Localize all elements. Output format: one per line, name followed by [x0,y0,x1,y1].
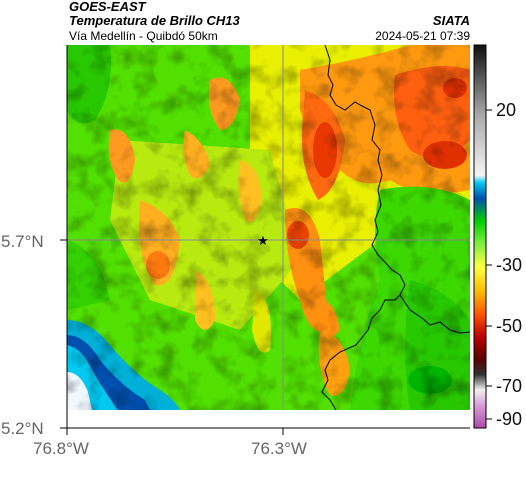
grid-lines [67,45,470,410]
star-marker-icon: ★ [257,234,269,249]
plot-frame [60,45,470,435]
datetime-label: 2024-05-21 07:39 [375,29,470,43]
region-subtitle: Vía Medellín - Quibdó 50km [69,29,218,43]
colorbar-tick-minus90: -90 [496,409,523,429]
lat-label-5-7: 5.7°N [1,232,44,251]
colorbar-tick-20: 20 [496,100,517,120]
colorbar-tick-minus30: -30 [496,255,523,275]
source-title: GOES-EAST [69,0,146,14]
lat-label-5-2: 5.2°N [1,419,44,438]
colorbar-tick-minus70: -70 [496,376,523,396]
borders [321,45,470,410]
colorbar [473,44,492,429]
lon-label-76-3: 76.3°W [251,439,307,458]
brightness-temperature-field [67,45,470,410]
product-title: Temperatura de Brillo CH13 [69,13,240,28]
lon-label-76-8: 76.8°W [33,439,89,458]
org-label: SIATA [432,13,470,28]
colorbar-tick-minus50: -50 [496,316,523,336]
